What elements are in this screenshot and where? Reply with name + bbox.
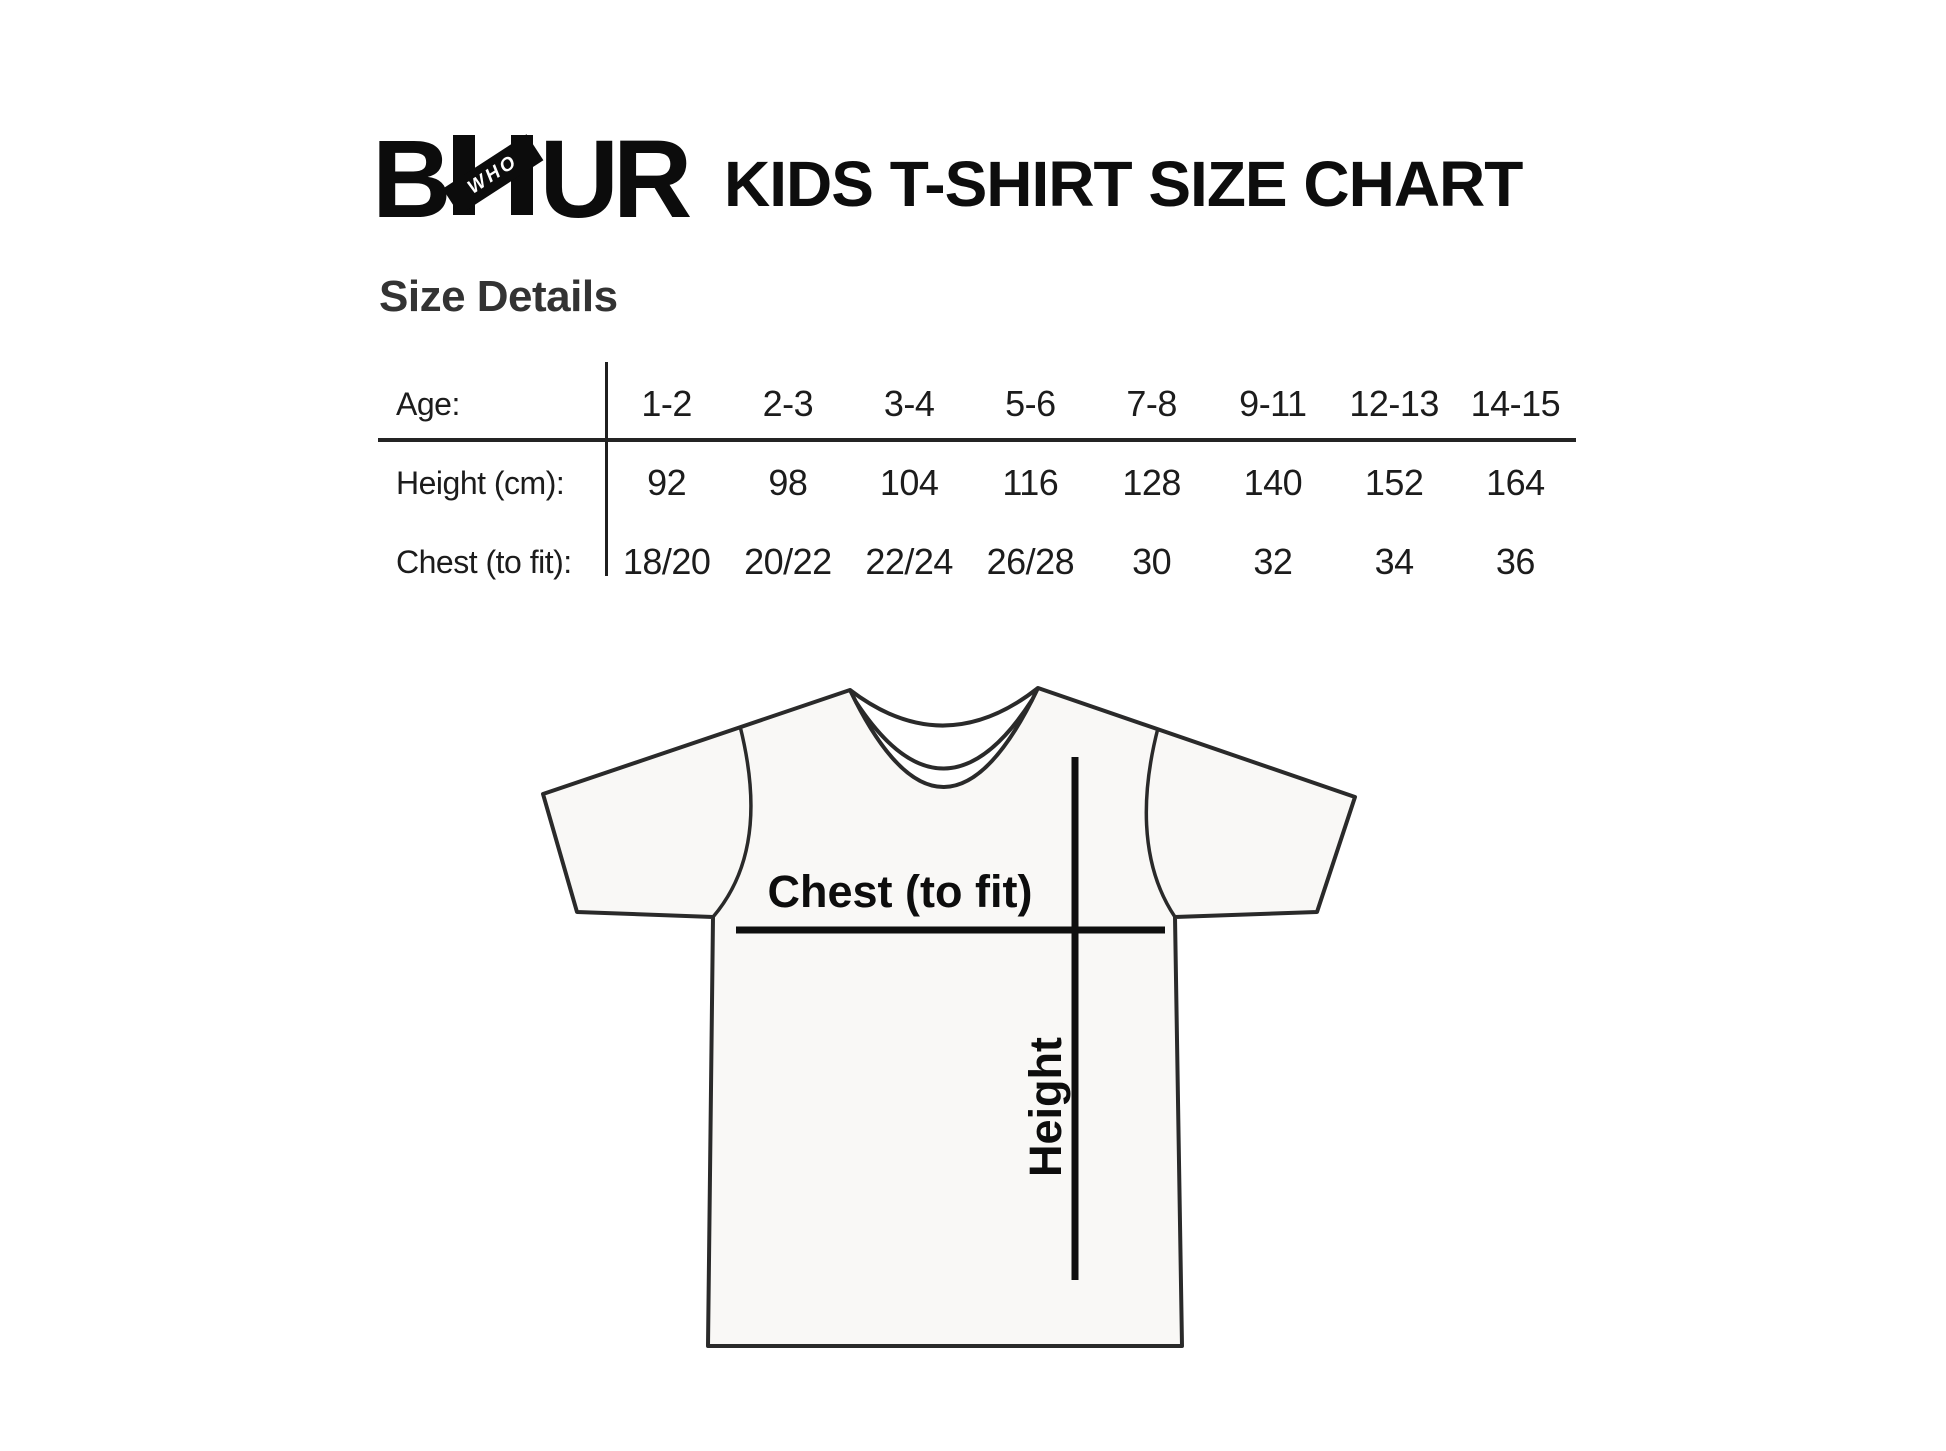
size-table: Age: 1-2 2-3 3-4 5-6 7-8 9-11 12-13 14-1… <box>378 362 1576 598</box>
height-col-6: 140 <box>1243 462 1303 503</box>
chest-col-8: 36 <box>1495 541 1536 582</box>
chest-col-5: 30 <box>1132 541 1172 582</box>
left-sleeve-seam <box>711 725 753 919</box>
height-col-8: 164 <box>1486 462 1545 503</box>
age-col-7: 12-13 <box>1349 383 1439 424</box>
chest-col-6: 32 <box>1253 541 1293 582</box>
age-col-1: 1-2 <box>641 383 692 424</box>
height-col-3: 104 <box>879 462 939 503</box>
tshirt-outline <box>541 686 1357 1348</box>
chest-col-7: 34 <box>1374 541 1415 582</box>
chest-col-3: 22/24 <box>865 541 953 582</box>
chest-col-2: 20/22 <box>744 541 832 582</box>
age-col-2: 2-3 <box>762 383 814 424</box>
page-title: KIDS T-SHIRT SIZE CHART <box>724 148 1523 220</box>
section-heading: Size Details <box>379 272 618 321</box>
size-table-grid: Age: 1-2 2-3 3-4 5-6 7-8 9-11 12-13 14-1… <box>378 368 1576 598</box>
logo-letter-h: WHO <box>443 125 544 217</box>
collar-inner-arc <box>854 698 1034 771</box>
chest-col-1: 18/20 <box>622 541 711 582</box>
collar-back-arc <box>848 686 1040 728</box>
row-label-chest: Chest (to fit): <box>396 543 572 580</box>
brand-logo: B WHO UR <box>372 125 692 235</box>
age-col-3: 3-4 <box>883 383 935 424</box>
age-col-5: 7-8 <box>1126 383 1177 424</box>
chest-measure-label: Chest (to fit) <box>767 866 1033 917</box>
row-label-age: Age: <box>396 385 460 422</box>
height-col-4: 116 <box>1002 462 1059 503</box>
age-col-8: 14-15 <box>1470 383 1561 424</box>
logo-letters-ur: UR <box>539 118 692 241</box>
row-label-height: Height (cm): <box>396 464 565 501</box>
table-horizontal-rule <box>378 438 1576 442</box>
height-col-1: 92 <box>647 462 687 503</box>
age-col-4: 5-6 <box>1005 383 1056 424</box>
chest-col-4: 26/28 <box>986 541 1075 582</box>
height-col-2: 98 <box>768 462 808 503</box>
height-col-7: 152 <box>1364 462 1424 503</box>
height-col-5: 128 <box>1122 462 1181 503</box>
table-vertical-divider <box>605 362 608 576</box>
age-col-6: 9-11 <box>1239 383 1307 424</box>
logo-letter-b: B <box>372 118 451 241</box>
right-sleeve-seam <box>1144 727 1177 918</box>
height-measure-label: Height <box>1020 1037 1071 1177</box>
